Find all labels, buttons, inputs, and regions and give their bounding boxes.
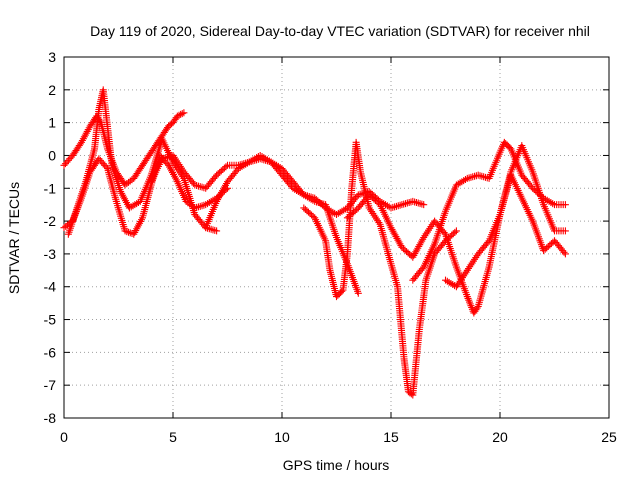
data-point — [66, 155, 74, 163]
chart-title: Day 119 of 2020, Sidereal Day-to-day VTE… — [90, 23, 590, 39]
data-point — [473, 304, 481, 312]
series-track-6 — [300, 138, 460, 399]
data-point — [561, 250, 569, 258]
y-tick-label: -5 — [44, 312, 57, 328]
data-point — [64, 156, 72, 164]
series-track-3 — [64, 86, 221, 238]
data-point — [121, 227, 129, 235]
data-point — [178, 110, 186, 118]
data-point — [452, 227, 460, 235]
y-tick-label: 1 — [48, 115, 56, 131]
data-point — [102, 163, 110, 171]
y-tick-label: -6 — [44, 344, 57, 360]
y-tick-label: 3 — [48, 49, 56, 65]
data-point — [60, 161, 68, 169]
data-point — [353, 205, 361, 213]
data-point — [527, 183, 535, 191]
data-point — [451, 228, 459, 236]
data-point — [560, 248, 568, 256]
data-point — [354, 289, 362, 297]
data-point — [180, 109, 188, 117]
data-point — [338, 287, 346, 295]
data-point — [175, 111, 183, 119]
data-point — [561, 201, 569, 209]
x-tick-label: 25 — [601, 429, 617, 445]
data-point — [96, 156, 104, 164]
ticks-layer: 0 5 10 15 20 25 -8 -7 -6 -5 -4 -3 -2 -1 0 1 2 3 — [44, 49, 617, 445]
data-point — [418, 265, 426, 273]
data-marks — [60, 86, 569, 399]
y-tick-label: -8 — [44, 410, 57, 426]
data-point — [61, 160, 69, 168]
x-axis-label: GPS time / hours — [283, 457, 390, 473]
data-point — [440, 229, 448, 237]
data-point — [222, 163, 230, 171]
data-point — [95, 155, 103, 163]
y-tick-label: 2 — [48, 82, 56, 98]
plot-frame — [63, 56, 610, 419]
y-tick-label: -2 — [44, 213, 57, 229]
x-tick-label: 0 — [60, 429, 68, 445]
y-tick-label: -3 — [44, 246, 57, 262]
y-tick-label: -1 — [44, 180, 57, 196]
x-tick-label: 10 — [274, 429, 290, 445]
data-point — [420, 201, 428, 209]
data-point — [101, 161, 109, 169]
x-tick-label: 15 — [383, 429, 399, 445]
y-tick-label: -4 — [44, 279, 57, 295]
x-tick-label: 5 — [169, 429, 177, 445]
data-point — [173, 112, 181, 120]
series-track-5 — [202, 155, 362, 297]
y-tick-label: -7 — [44, 377, 57, 393]
data-point — [125, 228, 133, 236]
data-point — [123, 228, 131, 236]
data-point — [98, 158, 106, 166]
data-point — [211, 173, 219, 181]
x-tick-label: 20 — [492, 429, 508, 445]
data-point — [63, 158, 71, 166]
data-point — [99, 160, 107, 168]
data-point — [213, 227, 221, 235]
data-point — [177, 110, 185, 118]
y-tick-label: 0 — [48, 147, 56, 163]
series-track-9 — [442, 171, 569, 291]
series-track-8 — [409, 138, 569, 284]
data-point — [484, 238, 492, 246]
data-point — [561, 227, 569, 235]
y-axis-label: SDTVAR / TECUs — [6, 182, 22, 294]
